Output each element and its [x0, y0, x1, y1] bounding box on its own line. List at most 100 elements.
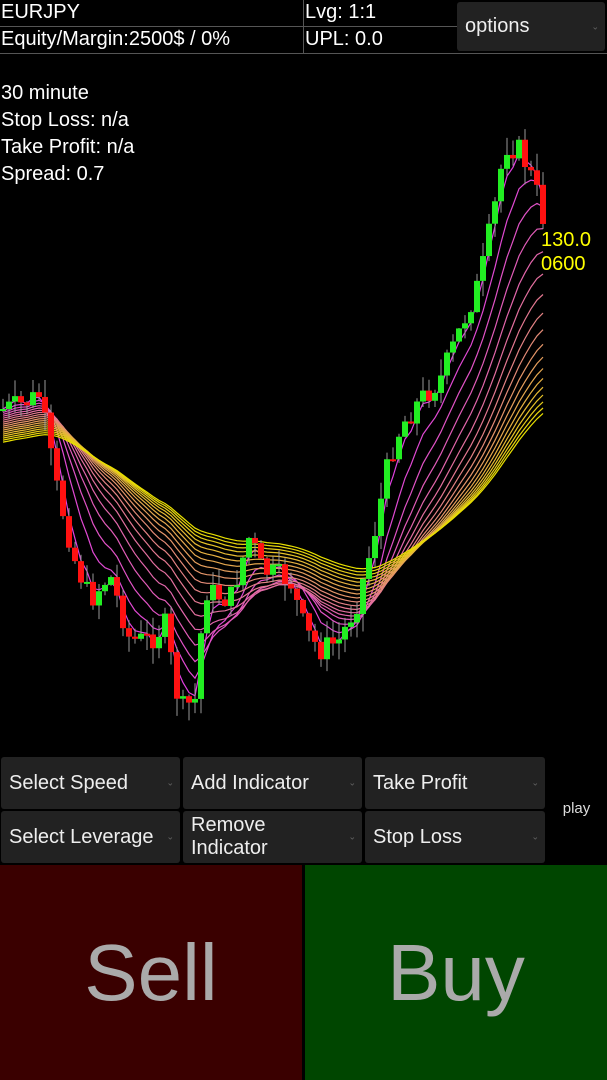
select-leverage-label: Select Leverage	[9, 825, 154, 848]
bull-candle	[354, 613, 360, 623]
bear-candle	[264, 558, 270, 575]
bear-candle	[216, 584, 222, 600]
bull-candle	[108, 577, 114, 585]
bull-candle	[138, 633, 144, 639]
bull-candle	[6, 401, 12, 410]
candlestick-chart[interactable]	[0, 54, 607, 754]
bull-candle	[450, 341, 456, 353]
bear-candle	[288, 583, 294, 589]
divider	[0, 26, 457, 27]
bull-candle	[438, 375, 444, 393]
bull-candle	[0, 409, 6, 412]
bear-candle	[252, 537, 258, 544]
divider	[303, 0, 304, 53]
bear-candle	[174, 652, 180, 699]
divider	[0, 53, 607, 54]
bull-candle	[480, 256, 486, 281]
bear-candle	[282, 564, 288, 584]
bull-candle	[492, 201, 498, 224]
price-part-1: 130.0	[541, 229, 592, 251]
bull-candle	[102, 584, 108, 592]
bull-candle	[180, 696, 186, 699]
bull-candle	[360, 578, 366, 614]
bull-candle	[240, 557, 246, 586]
options-label: options	[465, 15, 530, 37]
bull-candle	[162, 613, 168, 637]
bear-candle	[168, 613, 174, 653]
chevron-down-icon: ⌄	[348, 777, 356, 788]
bull-candle	[276, 564, 282, 567]
bull-candle	[444, 352, 450, 376]
bull-candle	[396, 436, 402, 460]
bear-candle	[42, 396, 48, 413]
bear-candle	[144, 633, 150, 636]
upl-label: UPL: 0.0	[305, 28, 383, 50]
bear-candle	[318, 641, 324, 660]
bull-candle	[270, 564, 276, 575]
bear-candle	[510, 154, 516, 159]
moving-average-line	[2, 152, 544, 697]
sell-button[interactable]: Sell	[0, 865, 302, 1080]
bear-candle	[18, 396, 24, 403]
bull-candle	[12, 396, 18, 402]
select-speed-dropdown[interactable]: Select Speed ⌄	[1, 757, 180, 809]
bull-candle	[336, 639, 342, 644]
bear-candle	[522, 139, 528, 168]
bear-candle	[150, 634, 156, 649]
bull-candle	[468, 312, 474, 324]
play-button[interactable]: play	[562, 800, 591, 817]
bear-candle	[36, 392, 42, 397]
bull-candle	[246, 537, 252, 558]
select-speed-label: Select Speed	[9, 771, 128, 794]
timeframe-label: 30 minute	[1, 82, 89, 104]
bull-candle	[210, 584, 216, 601]
options-dropdown[interactable]: options ⌄	[457, 2, 605, 51]
bull-candle	[156, 636, 162, 649]
bull-candle	[228, 586, 234, 606]
bull-candle	[30, 392, 36, 406]
buy-button[interactable]: Buy	[305, 865, 607, 1080]
take-profit-dropdown[interactable]: Take Profit ⌄	[365, 757, 545, 809]
add-indicator-dropdown[interactable]: Add Indicator ⌄	[183, 757, 362, 809]
bear-candle	[66, 516, 72, 548]
bear-candle	[132, 636, 138, 639]
bull-candle	[366, 558, 372, 579]
equity-margin-label: Equity/Margin:2500$ / 0%	[1, 28, 231, 50]
bull-candle	[414, 401, 420, 424]
bear-candle	[306, 613, 312, 631]
symbol-label: EURJPY	[1, 1, 80, 23]
moving-average-line	[2, 273, 544, 617]
sell-label: Sell	[84, 927, 218, 1017]
bear-candle	[330, 637, 336, 644]
moving-average-line	[2, 394, 544, 579]
spread-label: Spread: 0.7	[1, 163, 105, 185]
bear-candle	[540, 184, 546, 224]
bear-candle	[186, 696, 192, 703]
moving-average-line	[2, 294, 544, 611]
price-part-2: 0600	[541, 253, 586, 275]
bull-candle	[342, 626, 348, 640]
stop-loss-label: Stop Loss: n/a	[1, 109, 129, 131]
remove-indicator-dropdown[interactable]: Remove Indicator ⌄	[183, 811, 362, 863]
bull-candle	[204, 600, 210, 634]
moving-average-line	[2, 407, 544, 573]
chevron-down-icon: ⌄	[591, 21, 599, 31]
moving-average-ribbon	[2, 152, 544, 697]
stop-loss-dropdown[interactable]: Stop Loss ⌄	[365, 811, 545, 863]
stop-loss-dropdown-label: Stop Loss	[373, 825, 462, 848]
bull-candle	[456, 328, 462, 342]
bull-candle	[84, 581, 90, 584]
current-price-label: 130.0 0600	[541, 228, 591, 276]
bear-candle	[78, 561, 84, 583]
chevron-down-icon: ⌄	[348, 831, 356, 842]
chevron-down-icon: ⌄	[531, 831, 539, 842]
bull-candle	[474, 280, 480, 313]
remove-indicator-label: Remove Indicator	[191, 814, 268, 859]
bear-candle	[120, 595, 126, 629]
bull-candle	[486, 223, 492, 257]
select-leverage-dropdown[interactable]: Select Leverage ⌄	[1, 811, 180, 863]
bear-candle	[528, 167, 534, 171]
bull-candle	[348, 622, 354, 627]
bear-candle	[222, 599, 228, 606]
leverage-label: Lvg: 1:1	[305, 1, 377, 23]
